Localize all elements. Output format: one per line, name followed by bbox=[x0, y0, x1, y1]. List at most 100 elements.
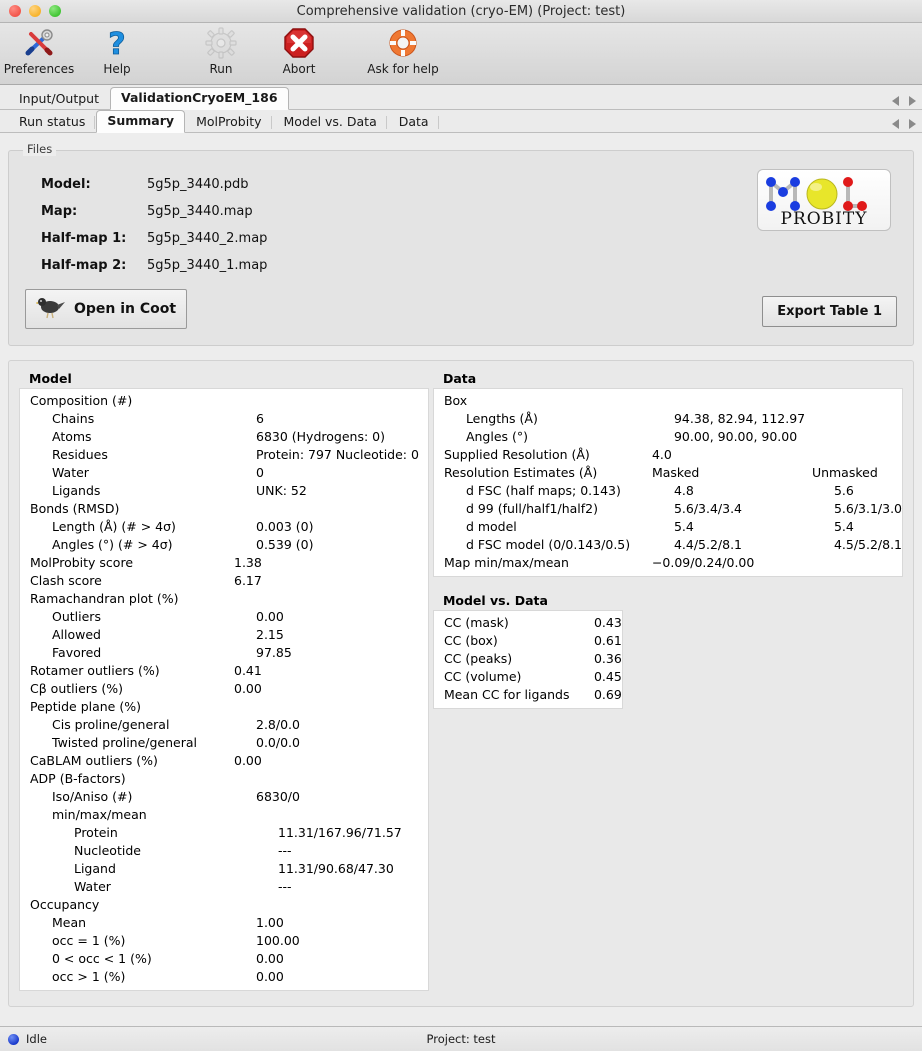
tab-summary[interactable]: Summary bbox=[96, 110, 186, 133]
row-value: 6.17 bbox=[234, 573, 262, 588]
table-row: Chains 6 bbox=[20, 410, 428, 428]
tab-input-output[interactable]: Input/Output bbox=[19, 91, 99, 106]
table-row: Ramachandran plot (%) bbox=[20, 590, 428, 608]
lifebuoy-icon bbox=[387, 26, 419, 60]
row-label: Bonds (RMSD) bbox=[30, 501, 120, 516]
tab-validationcryoem-186[interactable]: ValidationCryoEM_186 bbox=[110, 87, 289, 110]
minimize-window-button[interactable] bbox=[29, 5, 41, 17]
window-controls bbox=[9, 5, 61, 17]
inner-tab-nav bbox=[892, 119, 916, 129]
row-label: Angles (°) (# > 4σ) bbox=[52, 537, 173, 552]
right-triangle-icon[interactable] bbox=[909, 96, 916, 106]
table-row: occ = 1 (%) 100.00 bbox=[20, 932, 428, 950]
open-in-coot-button[interactable]: Open in Coot bbox=[25, 289, 187, 329]
row-value: Masked bbox=[651, 465, 700, 480]
right-triangle-icon[interactable] bbox=[909, 119, 916, 129]
ask-for-help-label: Ask for help bbox=[367, 62, 439, 76]
half-map-2-value: 5g5p_3440_1.map bbox=[147, 258, 268, 273]
summary-panel: Files Model: 5g5p_3440.pdb Map: 5g5p_344… bbox=[0, 133, 922, 1026]
coot-bird-icon bbox=[35, 295, 66, 323]
status-bar: Idle Project: test bbox=[0, 1026, 922, 1051]
row-label: Protein bbox=[74, 825, 118, 840]
table-row: d 99 (full/half1/half2) 5.6/3.4/3.4 5.6/3.… bbox=[434, 500, 902, 518]
preferences-label: Preferences bbox=[3, 62, 75, 76]
half-map-1-label: Half-map 1: bbox=[41, 231, 127, 246]
row-value: --- bbox=[278, 843, 292, 858]
table-row: Bonds (RMSD) bbox=[20, 500, 428, 518]
row-value: 0.69 bbox=[593, 687, 622, 702]
main-toolbar: Preferences ? Help bbox=[0, 23, 922, 85]
table-row: occ > 1 (%) 0.00 bbox=[20, 968, 428, 986]
files-legend: Files bbox=[23, 142, 57, 156]
model-vs-data-table: CC (mask) 0.43 CC (box) 0.61 CC (peaks) 0.36 C… bbox=[432, 610, 623, 709]
table-row: Ligand 11.31/90.68/47.30 bbox=[20, 860, 428, 878]
table-row: CaBLAM outliers (%) 0.00 bbox=[20, 752, 428, 770]
table-row: Allowed 2.15 bbox=[20, 626, 428, 644]
left-triangle-icon[interactable] bbox=[892, 119, 899, 129]
row-value: 5.6/3.4/3.4 bbox=[673, 501, 742, 516]
row-label: Nucleotide bbox=[74, 843, 141, 858]
table-row: Atoms 6830 (Hydrogens: 0) bbox=[20, 428, 428, 446]
row-value: 100.00 bbox=[256, 933, 300, 948]
outer-tab-nav bbox=[892, 96, 916, 106]
tab-data[interactable]: Data bbox=[388, 111, 440, 133]
model-file-value: 5g5p_3440.pdb bbox=[147, 177, 249, 192]
table-row: Occupancy bbox=[20, 896, 428, 914]
help-button[interactable]: ? Help bbox=[78, 26, 156, 76]
row-label: Clash score bbox=[30, 573, 102, 588]
row-label: Composition (#) bbox=[30, 393, 133, 408]
table-row: Lengths (Å) 94.38, 82.94, 112.97 bbox=[434, 410, 902, 428]
row-label: Residues bbox=[52, 447, 108, 462]
preferences-button[interactable]: Preferences bbox=[0, 26, 78, 76]
tab-molprobity[interactable]: MolProbity bbox=[185, 111, 272, 133]
row-label: Resolution Estimates (Å) bbox=[443, 465, 598, 480]
row-label: CC (box) bbox=[443, 633, 498, 648]
row-label: ADP (B-factors) bbox=[30, 771, 126, 786]
table-row: Favored 97.85 bbox=[20, 644, 428, 662]
table-row: Outliers 0.00 bbox=[20, 608, 428, 626]
tab-run-status[interactable]: Run status bbox=[8, 111, 96, 133]
table-row: Protein 11.31/167.96/71.57 bbox=[20, 824, 428, 842]
row-value: 11.31/167.96/71.57 bbox=[278, 825, 402, 840]
map-file-value: 5g5p_3440.map bbox=[147, 204, 253, 219]
row-value bbox=[652, 392, 812, 410]
row-value: 94.38, 82.94, 112.97 bbox=[673, 411, 806, 426]
table-row: Angles (°) (# > 4σ) 0.539 (0) bbox=[20, 536, 428, 554]
left-triangle-icon[interactable] bbox=[892, 96, 899, 106]
row-value: --- bbox=[278, 879, 292, 894]
row-label: Allowed bbox=[52, 627, 101, 642]
tab-model-vs-data[interactable]: Model vs. Data bbox=[273, 111, 388, 133]
svg-text:?: ? bbox=[108, 27, 125, 59]
close-window-button[interactable] bbox=[9, 5, 21, 17]
row-label: Water bbox=[52, 465, 89, 480]
row-label: d model bbox=[465, 519, 517, 534]
row-value: 97.85 bbox=[256, 645, 292, 660]
half-map-2-label: Half-map 2: bbox=[41, 258, 127, 273]
row-value: 0.61 bbox=[593, 633, 622, 648]
zoom-window-button[interactable] bbox=[49, 5, 61, 17]
row-value: 4.0 bbox=[651, 447, 672, 462]
row-label: Length (Å) (# > 4σ) bbox=[52, 519, 176, 534]
row-label: Atoms bbox=[52, 429, 92, 444]
table-row: CC (peaks) 0.36 bbox=[434, 650, 622, 668]
run-button[interactable]: Run bbox=[182, 26, 260, 76]
table-row: d FSC (half maps; 0.143) 4.8 5.6 bbox=[434, 482, 902, 500]
abort-label: Abort bbox=[282, 62, 316, 76]
row-label: Supplied Resolution (Å) bbox=[443, 447, 590, 462]
outer-tab-bar: Input/Output ValidationCryoEM_186 bbox=[0, 85, 922, 110]
row-value: 0.36 bbox=[593, 651, 622, 666]
row-label: MolProbity score bbox=[30, 555, 134, 570]
table-row: Iso/Aniso (#) 6830/0 bbox=[20, 788, 428, 806]
row-label: CC (volume) bbox=[443, 669, 522, 684]
ask-for-help-button[interactable]: Ask for help bbox=[364, 26, 442, 76]
table-row: min/max/mean bbox=[20, 806, 428, 824]
export-table-1-button[interactable]: Export Table 1 bbox=[762, 296, 897, 327]
table-row: Cβ outliers (%) 0.00 bbox=[20, 680, 428, 698]
table-row: Nucleotide --- bbox=[20, 842, 428, 860]
abort-button[interactable]: Abort bbox=[260, 26, 338, 76]
row-value: 0.539 (0) bbox=[256, 537, 314, 552]
row-value: 0.00 bbox=[234, 753, 262, 768]
table-row: Resolution Estimates (Å) Masked Unmasked bbox=[434, 464, 902, 482]
row-value: 5.4 bbox=[673, 519, 694, 534]
stop-x-icon bbox=[283, 26, 315, 60]
